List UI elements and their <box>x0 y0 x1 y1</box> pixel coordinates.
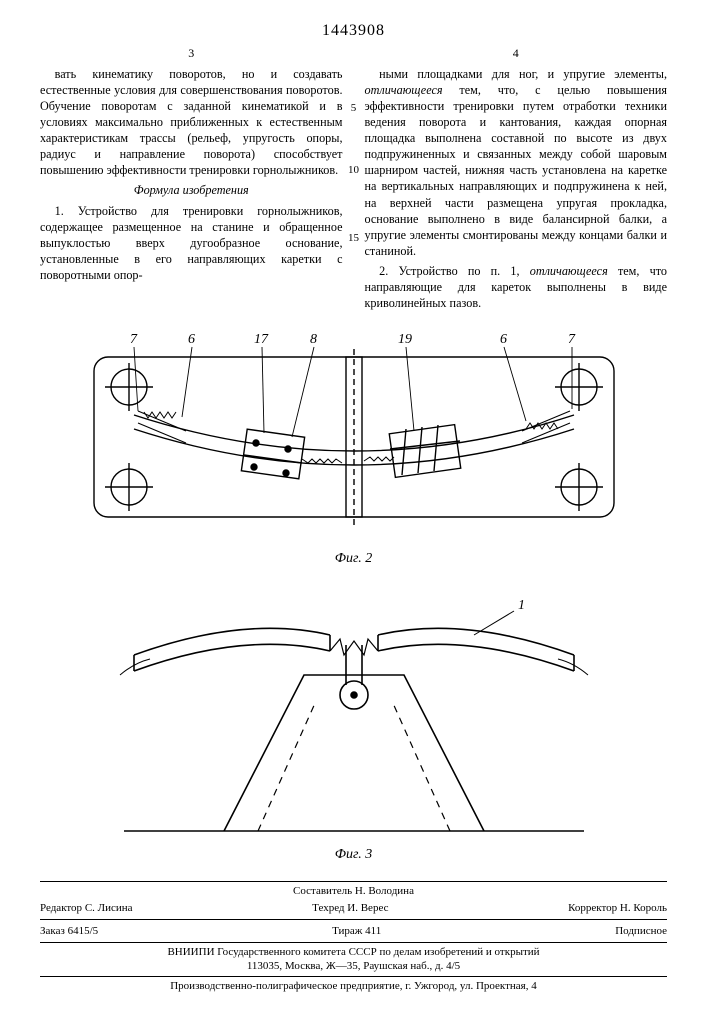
figure-3: 1 Фиг. 3 <box>40 585 667 863</box>
right-column: 4 ными площадками для ног, и упругие эле… <box>365 46 668 315</box>
fig2-label-19: 19 <box>398 332 412 347</box>
techred-name: И. Верес <box>347 902 388 914</box>
fig3-label-1: 1 <box>518 598 525 613</box>
org-line-1: ВНИИПИ Государственного комитета СССР по… <box>40 945 667 959</box>
document-number: 1443908 <box>40 22 667 40</box>
order-label: Заказ <box>40 925 65 937</box>
fig2-caption: Фиг. 2 <box>40 551 667 567</box>
claim1-right: ными площадками для ног, и упругие элеме… <box>365 66 668 259</box>
circulation: Тираж 411 <box>332 924 381 938</box>
compiler-name: Н. Володина <box>355 885 414 897</box>
page: 1443908 5 10 15 3 вать кинематику поворо… <box>0 0 707 1017</box>
order-value: 6415/5 <box>68 925 99 937</box>
footer: Составитель Н. Володина Редактор С. Лиси… <box>40 881 667 993</box>
left-column: 3 вать кинематику поворотов, но и создав… <box>40 46 343 315</box>
claim1-left: 1. Устройство для тренировки горнолыжник… <box>40 203 343 283</box>
figure-2: 7 6 17 8 19 6 7 Фиг. 2 <box>40 329 667 567</box>
corrector-name: Н. Король <box>620 902 667 914</box>
editor-name: С. Лисина <box>85 902 133 914</box>
lineno-5: 5 <box>346 102 362 114</box>
org-line-2: 113035, Москва, Ж—35, Раушская наб., д. … <box>40 959 667 973</box>
techred-label: Техред <box>312 902 344 914</box>
formula-title: Формула изобретения <box>40 182 343 198</box>
corrector-label: Корректор <box>568 902 617 914</box>
techred: Техред И. Верес <box>312 901 388 915</box>
claim2-a: 2. Устройство по п. 1, <box>379 264 530 278</box>
claim1-right-a: ными площадками для ног, и упругие элеме… <box>379 67 667 81</box>
figure-2-svg: 7 6 17 8 19 6 7 <box>74 329 634 549</box>
fig2-label-7a: 7 <box>130 332 138 347</box>
claim1-right-b: тем, что, с целью повышения эффективност… <box>365 83 668 258</box>
editor-label: Редактор <box>40 902 82 914</box>
circ-value: 411 <box>365 925 381 937</box>
org-line-3: Производственно-полиграфическое предприя… <box>40 979 667 993</box>
col-number-right: 4 <box>365 46 668 62</box>
fig2-label-17: 17 <box>254 332 269 347</box>
circ-label: Тираж <box>332 925 362 937</box>
fig3-caption: Фиг. 3 <box>40 847 667 863</box>
fig2-label-8: 8 <box>310 332 317 347</box>
claim2-em: отличающееся <box>530 264 608 278</box>
order: Заказ 6415/5 <box>40 924 98 938</box>
text-columns: 5 10 15 3 вать кинематику поворотов, но … <box>40 46 667 315</box>
lineno-15: 15 <box>346 232 362 244</box>
lineno-10: 10 <box>346 164 362 176</box>
fig2-label-6a: 6 <box>188 332 195 347</box>
editor: Редактор С. Лисина <box>40 901 133 915</box>
left-paragraph-1: вать кинематику поворотов, но и создават… <box>40 66 343 179</box>
col-number-left: 3 <box>40 46 343 62</box>
compiler-label: Составитель <box>293 885 352 897</box>
claim2: 2. Устройство по п. 1, отличающееся тем,… <box>365 263 668 311</box>
fig2-label-6b: 6 <box>500 332 507 347</box>
claim1-em: отличающееся <box>365 83 443 97</box>
subscription: Подписное <box>615 924 667 938</box>
fig2-label-7b: 7 <box>568 332 576 347</box>
figure-3-svg: 1 <box>94 585 614 845</box>
corrector: Корректор Н. Король <box>568 901 667 915</box>
